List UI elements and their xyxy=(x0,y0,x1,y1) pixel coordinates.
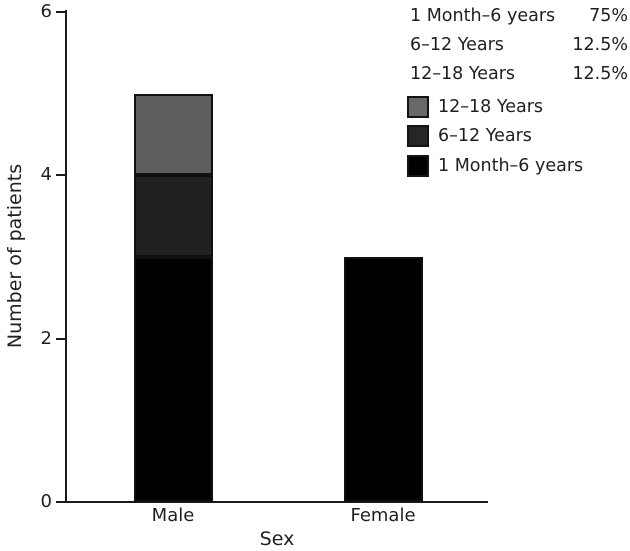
y-tick-mark xyxy=(56,174,65,177)
distribution-stats: 1 Month–6 years 75% 6–12 Years 12.5% 12–18 Y… xyxy=(410,2,628,88)
y-tick-mark xyxy=(56,337,65,340)
y-tick-label: 0 xyxy=(40,491,52,512)
legend-item: 12–18 Years xyxy=(407,92,583,122)
x-tick-label-male: Male xyxy=(151,505,195,526)
y-tick-label: 6 xyxy=(40,0,52,22)
stats-value: 75% xyxy=(589,6,628,27)
stats-value: 12.5% xyxy=(572,35,628,56)
legend-swatch-icon xyxy=(407,95,429,118)
legend-item: 1 Month–6 years xyxy=(407,151,583,181)
legend-label: 1 Month–6 years xyxy=(438,155,584,176)
y-tick-label: 4 xyxy=(40,164,52,186)
bar-segment-male xyxy=(133,256,213,502)
bar-segment-male xyxy=(133,93,213,176)
bar-segment-male xyxy=(133,175,213,257)
legend-swatch-icon xyxy=(407,154,429,177)
stats-label: 6–12 Years xyxy=(410,35,504,56)
y-tick-label: 2 xyxy=(40,327,52,349)
y-tick-mark xyxy=(56,10,65,13)
legend-swatch-icon xyxy=(407,125,429,148)
x-axis-title: Sex xyxy=(259,528,295,550)
legend-item: 6–12 Years xyxy=(407,122,583,152)
stats-row: 1 Month–6 years 75% xyxy=(410,2,628,31)
x-tick-label-female: Female xyxy=(350,505,416,526)
stats-label: 12–18 Years xyxy=(410,63,516,84)
y-tick-mark xyxy=(56,501,65,503)
legend-label: 12–18 Years xyxy=(438,96,544,117)
x-axis-line xyxy=(65,501,488,503)
y-axis-title: Number of patients xyxy=(4,163,26,349)
stats-label: 1 Month–6 years xyxy=(410,6,556,27)
bar-segment-female xyxy=(343,256,423,502)
stats-value: 12.5% xyxy=(572,63,628,84)
y-axis-line xyxy=(65,10,67,503)
legend-label: 6–12 Years xyxy=(438,126,532,147)
stats-row: 6–12 Years 12.5% xyxy=(410,31,628,60)
legend: 12–18 Years 6–12 Years 1 Month–6 years xyxy=(407,92,583,181)
stats-row: 12–18 Years 12.5% xyxy=(410,59,628,88)
